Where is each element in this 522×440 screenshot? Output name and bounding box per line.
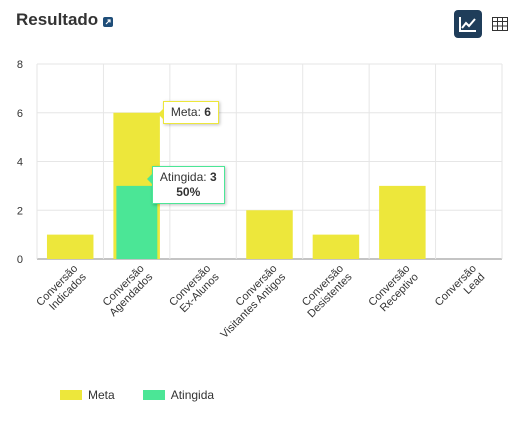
tooltip-atingida: Atingida: 3 50% xyxy=(146,165,225,204)
tooltip-meta: Meta: 6 xyxy=(157,100,219,124)
x-axis: ConversãoIndicados ConversãoAgendados Conv… xyxy=(34,262,488,341)
tooltip-atingida-label: Atingida: xyxy=(159,169,207,184)
bar-meta[interactable] xyxy=(46,234,94,259)
x-tick-label: ConversãoEx-Alunos xyxy=(167,262,222,317)
line-chart-icon xyxy=(459,17,476,32)
tooltip-atingida-percent: 50% xyxy=(176,184,201,199)
bar-meta[interactable] xyxy=(379,185,426,259)
y-tick-label: 0 xyxy=(17,254,23,266)
chart-view-button[interactable] xyxy=(454,10,482,38)
chart-bars xyxy=(46,112,426,259)
chart-legend: Meta Atingida xyxy=(60,388,214,402)
external-link-icon[interactable] xyxy=(103,16,114,27)
bar-meta[interactable] xyxy=(312,234,360,259)
view-toggle xyxy=(454,10,510,38)
tooltip-atingida-value: 3 xyxy=(209,169,217,184)
card-header: Resultado xyxy=(16,10,114,30)
legend-item-meta[interactable]: Meta xyxy=(60,388,115,402)
x-tick-label: ConversãoIndicados xyxy=(34,262,89,317)
legend-label-meta: Meta xyxy=(88,388,115,402)
y-tick-label: 6 xyxy=(17,108,23,120)
x-tick-label: ConversãoVisitantes Antigos xyxy=(210,262,289,341)
y-tick-label: 4 xyxy=(17,157,23,169)
x-tick-label: ConversãoLead xyxy=(433,263,488,318)
legend-label-atingida: Atingida xyxy=(170,388,215,402)
tooltip-meta-value: 6 xyxy=(204,104,211,119)
table-view-button[interactable] xyxy=(490,14,510,34)
legend-swatch-meta xyxy=(60,390,82,400)
bar-atingida[interactable] xyxy=(116,185,158,259)
legend-swatch-atingida xyxy=(142,390,165,400)
results-bar-chart: 0 2 4 6 8 ConversãoIndicados ConversãoAgendad… xyxy=(17,59,503,341)
bar-meta[interactable] xyxy=(246,210,293,259)
x-tick-label: ConversãoAgendados xyxy=(99,262,156,319)
table-icon xyxy=(492,17,508,31)
legend-item-atingida[interactable]: Atingida xyxy=(142,388,215,402)
card-title: Resultado xyxy=(16,10,99,29)
y-tick-label: 8 xyxy=(17,59,23,71)
y-axis: 0 2 4 6 8 xyxy=(17,59,23,266)
tooltip-meta-label: Meta: xyxy=(170,104,201,119)
x-tick-label: ConversãoDesistentes xyxy=(297,262,355,320)
x-tick-label: ConversãoReceptivo xyxy=(366,263,421,318)
y-tick-label: 2 xyxy=(17,205,23,217)
